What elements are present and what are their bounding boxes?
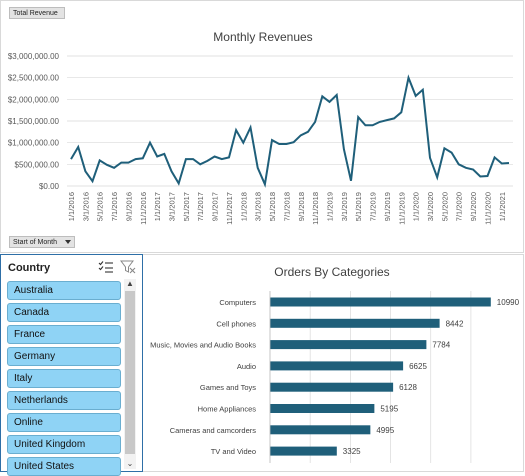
x-tick-label: 9/1/2018 (297, 192, 306, 221)
x-tick-label: 3/1/2016 (81, 192, 90, 221)
slicer-item-united-kingdom[interactable]: United Kingdom (7, 435, 121, 454)
bar-value-label: 10990 (497, 298, 520, 307)
x-tick-label: 9/1/2016 (124, 192, 133, 221)
x-tick-label: 1/1/2017 (153, 192, 162, 221)
slicer-item-netherlands[interactable]: Netherlands (7, 391, 121, 410)
x-tick-label: 7/1/2020 (455, 192, 464, 221)
revenue-series-line (70, 74, 510, 188)
slicer-item-france[interactable]: France (7, 325, 121, 344)
x-tick-label: 9/1/2020 (469, 192, 478, 221)
bar-5 (270, 404, 375, 413)
y-tick-label: $1,000,000.00 (8, 139, 60, 148)
x-tick-label: 7/1/2016 (110, 192, 119, 221)
bar-value-label: 7784 (432, 341, 450, 350)
slicer-title: Country (8, 262, 51, 274)
x-tick-label: 1/1/2021 (498, 192, 507, 221)
slicer-item-canada[interactable]: Canada (7, 303, 121, 322)
y-tick-label: $0.00 (39, 182, 60, 191)
bar-value-label: 4995 (376, 426, 394, 435)
y-tick-label: $500,000.00 (15, 160, 60, 169)
x-tick-label: 1/1/2019 (325, 192, 334, 221)
bar-value-label: 3325 (343, 447, 361, 456)
category-label: Music, Movies and Audio Books (150, 341, 256, 350)
category-label: Cell phones (216, 319, 256, 328)
bar-value-label: 8442 (446, 319, 464, 328)
bar-6 (270, 425, 371, 435)
bar-4 (270, 382, 394, 392)
y-tick-label: $1,500,000.00 (8, 117, 60, 126)
slicer-item-italy[interactable]: Italy (7, 369, 121, 388)
x-tick-label: 7/1/2018 (282, 192, 291, 221)
x-tick-label: 7/1/2019 (369, 192, 378, 221)
x-tick-label: 3/1/2017 (168, 192, 177, 221)
category-label: Home Appliances (198, 405, 257, 414)
bar-value-label: 5195 (380, 405, 398, 414)
category-label: Audio (237, 362, 256, 371)
monthly-revenue-line-chart: Monthly Revenues $0.00 $500,000.00 $1,000,0… (8, 30, 513, 225)
multi-select-icon[interactable] (98, 260, 114, 274)
category-label: TV and Video (211, 447, 256, 456)
y-tick-label: $2,500,000.00 (8, 74, 60, 83)
x-tick-label: 1/1/2020 (412, 192, 421, 221)
scroll-thumb[interactable] (125, 291, 135, 454)
bar-0 (270, 297, 491, 307)
x-tick-label: 1/1/2018 (239, 192, 248, 221)
slicer-item-online[interactable]: Online (7, 413, 121, 432)
chart-title: Monthly Revenues (213, 30, 312, 44)
slicer-item-united-states[interactable]: United States (7, 457, 121, 476)
bar-1 (270, 318, 440, 328)
x-tick-label: 3/1/2020 (426, 192, 435, 221)
dropdown-arrow-icon (65, 240, 71, 244)
x-tick-label: 1/1/2016 (67, 192, 76, 221)
y-tick-label: $2,000,000.00 (8, 95, 60, 104)
orders-by-categories-chart-panel: Orders By Categories Computers 10990 Cell p… (143, 254, 524, 472)
slicer-item-germany[interactable]: Germany (7, 347, 121, 366)
country-slicer: Country Australia Canada France Germany Ital… (0, 254, 143, 476)
total-revenue-field-button[interactable]: Total Revenue (9, 7, 65, 19)
x-tick-label: 11/1/2019 (397, 192, 406, 225)
x-tick-label: 9/1/2019 (383, 192, 392, 221)
x-tick-label: 11/1/2016 (139, 192, 148, 225)
category-label: Cameras and camcorders (170, 426, 257, 435)
scroll-down-icon[interactable]: ⌄ (126, 459, 134, 468)
x-tick-label: 7/1/2017 (196, 192, 205, 221)
bar-value-label: 6128 (399, 383, 417, 392)
scroll-up-icon[interactable]: ▲ (126, 279, 134, 288)
x-tick-label: 5/1/2017 (182, 192, 191, 221)
start-of-month-label: Start of Month (13, 239, 57, 246)
category-label: Computers (219, 298, 256, 307)
category-label: Games and Toys (200, 383, 256, 392)
x-tick-label: 11/1/2020 (483, 192, 492, 225)
y-tick-label: $3,000,000.00 (8, 52, 60, 61)
x-tick-label: 5/1/2019 (354, 192, 363, 221)
x-tick-label: 5/1/2018 (268, 192, 277, 221)
x-tick-label: 3/1/2019 (340, 192, 349, 221)
slicer-item-australia[interactable]: Australia (7, 281, 121, 300)
x-tick-label: 5/1/2020 (440, 192, 449, 221)
x-tick-label: 11/1/2018 (311, 192, 320, 225)
chart-title: Orders By Categories (274, 265, 389, 279)
bar-3 (270, 361, 404, 371)
monthly-revenue-chart-panel: Total Revenue Monthly Revenues $0.00 $500,… (0, 0, 524, 253)
bar-7 (270, 446, 337, 456)
slicer-scrollbar[interactable]: ▲ ⌄ (124, 279, 136, 469)
x-tick-label: 11/1/2017 (225, 192, 234, 225)
clear-filter-icon[interactable] (120, 260, 136, 274)
bar-2 (270, 340, 427, 350)
start-of-month-field-button[interactable]: Start of Month (9, 236, 75, 248)
x-tick-label: 5/1/2016 (96, 192, 105, 221)
bar-value-label: 6625 (409, 362, 427, 371)
x-tick-label: 3/1/2018 (254, 192, 263, 221)
x-tick-label: 9/1/2017 (211, 192, 220, 221)
orders-by-categories-bar-chart: Orders By Categories Computers 10990 Cell p… (150, 265, 520, 463)
